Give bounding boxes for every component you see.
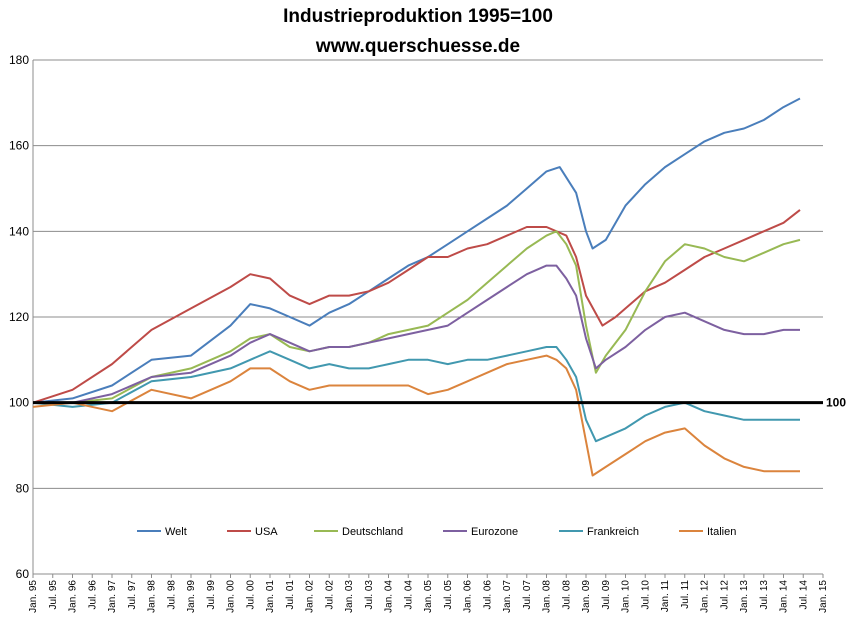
y-tick-label: 60: [16, 567, 30, 581]
x-tick-label: Jan. 00: [226, 580, 237, 613]
x-tick-label: Jan. 15: [818, 580, 829, 613]
y-tick-label: 160: [9, 139, 29, 153]
y-tick-label: 180: [9, 53, 29, 67]
x-tick-label: Jul. 09: [601, 580, 612, 610]
x-tick-label: Jul. 05: [443, 580, 454, 610]
chart-title: Industrieproduktion 1995=100: [283, 6, 553, 27]
x-tick-label: Jan. 04: [384, 580, 395, 613]
legend: Welt USA Deutschland Eurozone Frankreich Ital…: [137, 526, 736, 538]
x-tick-label: Jul. 99: [206, 580, 217, 610]
x-tick-label: Jan. 06: [463, 580, 474, 613]
x-tick-label: Jul. 02: [324, 580, 335, 610]
x-tick-label: Jul. 96: [87, 580, 98, 610]
legend-label-welt: Welt: [165, 526, 187, 538]
x-tick-label: Jul. 01: [285, 580, 296, 610]
x-tick-label: Jul. 08: [561, 580, 572, 610]
series-line-italien: [32, 354, 800, 477]
x-tick-label: Jul. 11: [680, 580, 691, 609]
x-tick-label: Jul. 13: [759, 580, 770, 610]
legend-label-usa: USA: [255, 526, 278, 538]
x-tick-label: Jul. 98: [166, 580, 177, 610]
x-tick-label: Jan. 14: [779, 580, 790, 613]
series-line-eurozone: [33, 264, 800, 404]
x-tick-label: Jan. 03: [344, 580, 355, 613]
chart-subtitle: www.querschuesse.de: [315, 36, 520, 57]
x-tick-label: Jan. 08: [542, 580, 553, 613]
x-axis: Jan. 95 Jul. 95 Jan. 96 Jul. 96 Jan. 97 Jul. …: [28, 573, 829, 613]
legend-label-italien: Italien: [707, 526, 736, 538]
x-tick-label: Jan. 99: [186, 580, 197, 613]
legend-label-deutschland: Deutschland: [342, 526, 403, 538]
series-line-deutschland: [33, 230, 801, 404]
x-tick-label: Jan. 09: [581, 580, 592, 613]
x-tick-label: Jul. 00: [245, 580, 256, 610]
y-axis: 60 80 100 120 140 160 180: [9, 53, 34, 581]
legend-label-eurozone: Eurozone: [471, 526, 518, 538]
legend-label-frankreich: Frankreich: [587, 526, 639, 538]
x-tick-label: Jul. 10: [640, 580, 651, 610]
y-tick-label: 80: [16, 481, 30, 495]
x-tick-label: Jan. 97: [107, 580, 118, 613]
y-tick-label: 100: [9, 396, 29, 410]
x-tick-label: Jan. 11: [660, 580, 671, 612]
x-tick-label: Jul. 03: [364, 580, 375, 610]
x-tick-label: Jan. 05: [423, 580, 434, 613]
x-tick-label: Jan. 02: [305, 580, 316, 613]
x-tick-label: Jan. 13: [739, 580, 750, 613]
x-tick-label: Jul. 07: [522, 580, 533, 610]
x-tick-label: Jul. 97: [127, 580, 138, 610]
x-tick-label: Jan. 12: [700, 580, 711, 613]
x-tick-label: Jul. 04: [403, 580, 414, 610]
reference-line-label: 100: [826, 396, 846, 410]
x-tick-label: Jul. 14: [798, 580, 809, 610]
series-line-usa: [32, 209, 801, 404]
series-line-welt: [32, 97, 801, 404]
x-tick-label: Jan. 01: [265, 580, 276, 613]
x-tick-label: Jan. 98: [147, 580, 158, 613]
x-tick-label: Jan. 10: [621, 580, 632, 613]
y-tick-label: 120: [9, 310, 29, 324]
x-tick-label: Jul. 12: [719, 580, 730, 610]
x-tick-label: Jul. 95: [48, 580, 59, 610]
x-tick-label: Jan. 95: [28, 580, 39, 613]
x-tick-label: Jan. 96: [68, 580, 79, 613]
y-tick-label: 140: [9, 224, 29, 238]
x-tick-label: Jul. 06: [482, 580, 493, 610]
x-tick-label: Jan. 07: [502, 580, 513, 613]
